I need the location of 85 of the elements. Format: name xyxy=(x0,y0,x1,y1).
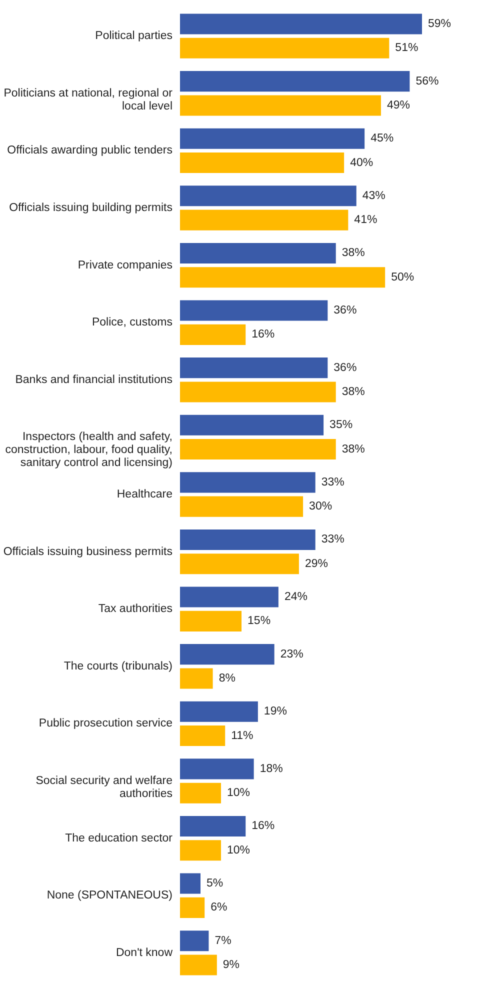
data-label: 51% xyxy=(395,42,418,54)
data-label: 33% xyxy=(321,534,344,546)
data-label: 41% xyxy=(354,214,378,226)
data-label: 30% xyxy=(309,500,332,513)
y-tick-label: Police, customs xyxy=(92,316,173,329)
data-label: 8% xyxy=(218,672,236,684)
data-label: 16% xyxy=(252,328,275,341)
data-label: 23% xyxy=(280,648,304,660)
data-label: 16% xyxy=(252,820,275,832)
y-tick-label: Officials awarding public tenders xyxy=(7,144,173,157)
bar xyxy=(180,210,348,230)
data-label: 40% xyxy=(350,156,374,169)
bar xyxy=(180,644,274,665)
bar xyxy=(180,14,422,34)
bar xyxy=(180,873,201,894)
data-label: 50% xyxy=(391,271,414,284)
data-label: 24% xyxy=(284,591,308,604)
bar xyxy=(180,382,336,402)
data-label: 59% xyxy=(428,18,452,30)
bar xyxy=(180,554,299,574)
bar xyxy=(180,954,217,976)
data-label: 36% xyxy=(334,362,357,374)
data-label: 45% xyxy=(370,132,394,145)
bar xyxy=(180,472,316,493)
bar xyxy=(180,414,324,436)
data-label: 38% xyxy=(342,247,365,260)
bar xyxy=(180,38,390,58)
bar xyxy=(180,897,205,918)
data-label: 35% xyxy=(330,419,353,432)
bar xyxy=(180,95,381,116)
bar xyxy=(180,726,226,746)
bar xyxy=(180,610,242,632)
y-tick-label: Public prosecution service xyxy=(38,718,172,730)
bar xyxy=(180,300,328,321)
data-label: 33% xyxy=(321,476,344,488)
bar xyxy=(180,242,336,264)
data-label: 9% xyxy=(222,959,240,971)
data-label: 38% xyxy=(342,443,365,456)
data-label: 43% xyxy=(362,190,386,202)
data-label: 38% xyxy=(342,386,365,398)
data-label: 11% xyxy=(231,730,254,742)
y-tick-label: The education sector xyxy=(65,832,173,844)
data-label: 56% xyxy=(416,75,439,88)
y-tick-label: None (SPONTANEOUS) xyxy=(46,890,173,902)
data-label: 10% xyxy=(227,787,250,800)
y-tick-label: Politicians at national, regional or local level xyxy=(4,87,173,112)
data-label: 36% xyxy=(334,304,357,317)
data-label: 18% xyxy=(260,762,283,775)
bar xyxy=(180,930,209,952)
bar xyxy=(180,529,316,550)
bar xyxy=(180,701,258,722)
bar xyxy=(180,439,336,460)
bar xyxy=(180,758,254,780)
bar xyxy=(180,128,365,149)
y-tick-label: The courts (tribunals) xyxy=(64,660,173,672)
data-label: 6% xyxy=(210,902,228,914)
data-label: 10% xyxy=(227,844,250,856)
bar xyxy=(180,358,328,378)
bar xyxy=(180,840,222,861)
bar xyxy=(180,324,246,345)
y-tick-label: Don't know xyxy=(116,946,174,959)
data-label: 5% xyxy=(206,878,224,890)
bar xyxy=(180,186,356,206)
y-tick-label: Private companies xyxy=(78,259,173,272)
bar xyxy=(180,782,222,804)
data-label: 49% xyxy=(386,99,410,112)
bar xyxy=(180,267,386,288)
y-tick-label: Political parties xyxy=(95,30,173,42)
y-tick-label: Social security and welfare authorities xyxy=(36,775,173,800)
y-tick-label: Officials issuing business permits xyxy=(3,546,173,558)
bar xyxy=(180,668,213,689)
bar xyxy=(180,816,246,837)
bar xyxy=(180,586,278,608)
data-label: 15% xyxy=(248,615,271,628)
y-tick-label: Banks and financial institutions xyxy=(15,374,173,386)
y-tick-label: Inspectors (health and safety, construction, labour, food quality, sanitary control and licensing) xyxy=(5,431,173,470)
data-label: 29% xyxy=(304,558,328,570)
y-tick-label: Healthcare xyxy=(116,488,172,500)
data-label: 7% xyxy=(214,934,232,947)
bar xyxy=(180,152,344,174)
bar xyxy=(180,71,410,92)
bar xyxy=(180,496,304,517)
y-tick-label: Officials issuing building permits xyxy=(9,202,173,214)
data-label: 19% xyxy=(264,706,287,718)
y-tick-label: Tax authorities xyxy=(98,603,173,616)
